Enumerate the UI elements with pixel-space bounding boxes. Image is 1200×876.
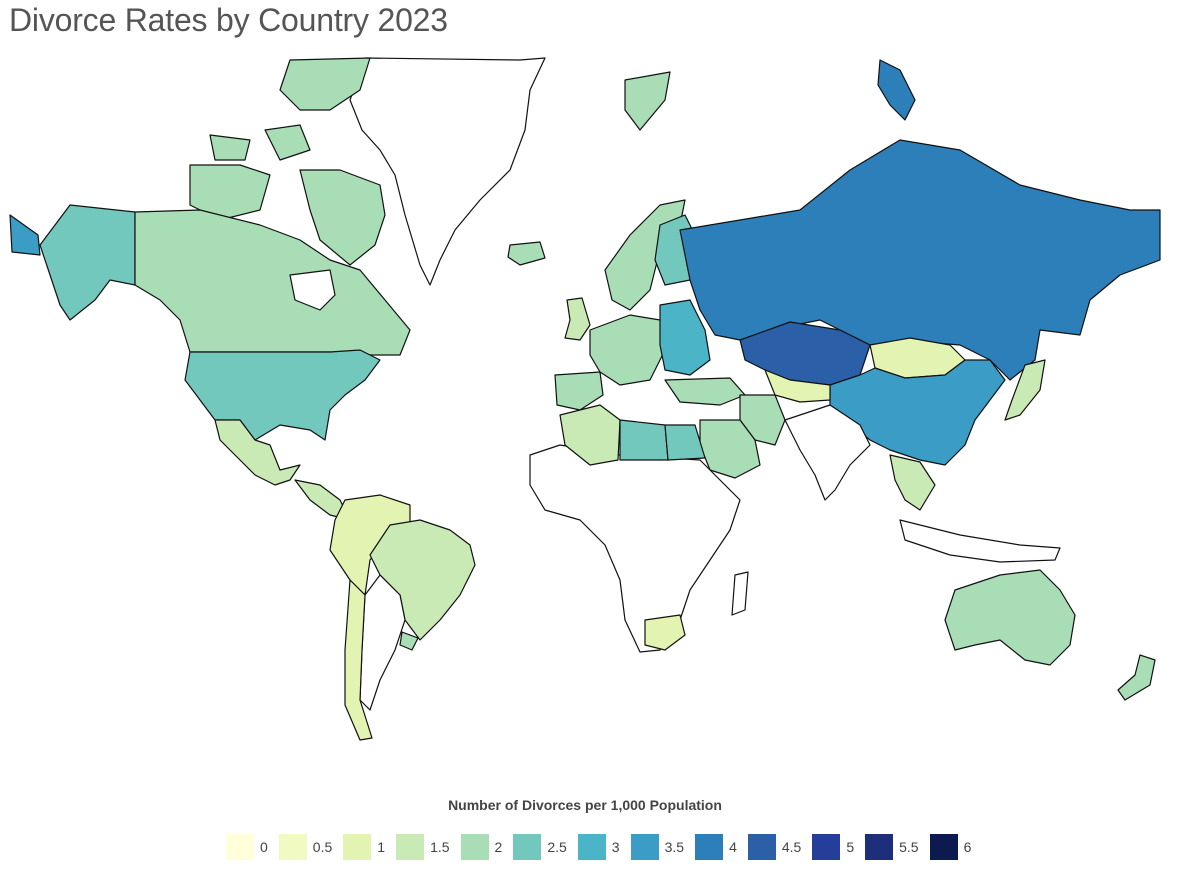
legend-label: 2 [494,839,503,855]
map-region-greenland[interactable] [349,57,546,286]
map-region-canada-arctic-4[interactable] [209,134,251,161]
legend-swatch [343,834,372,860]
legend-item: 0.5 [278,834,343,860]
map-region-iberia[interactable] [554,371,604,411]
legend-item: 3.5 [630,834,695,860]
legend-item: 3 [577,834,631,860]
map-region-canada-arctic[interactable] [279,57,371,111]
map-region-japan[interactable] [1004,359,1046,421]
map-region-andean[interactable] [329,494,411,596]
map-region-australia[interactable] [944,569,1076,666]
map-region-southeast-asia[interactable] [889,454,936,511]
map-region-south-asia[interactable] [784,404,871,501]
map-region-africa-other[interactable] [529,444,741,653]
legend-item: 1.5 [396,834,460,860]
legend-label: 1 [377,839,386,855]
map-region-russia-north-island[interactable] [877,59,916,121]
map-region-egypt[interactable] [664,424,706,461]
map-region-south-america-other[interactable] [359,574,406,711]
map-region-indonesia[interactable] [899,519,1061,563]
map-region-united-states[interactable] [184,349,381,441]
map-region-canada[interactable] [134,209,411,356]
legend-label: 5.5 [899,839,919,855]
map-region-hudson-bay [289,269,336,311]
legend-label: 5 [846,839,855,855]
legend-item: 4.5 [747,834,812,860]
legend-item: 4 [695,834,748,860]
legend-label: 3.5 [664,839,685,855]
legend-item: 5 [812,834,865,860]
legend-title: Number of Divorces per 1,000 Population [448,797,722,813]
map-region-western-europe[interactable] [589,314,666,386]
map-region-canada-arctic-3[interactable] [189,164,271,221]
map-region-alaska-west[interactable] [9,214,41,256]
legend-swatch [460,834,489,860]
map-region-canada-arctic-2[interactable] [299,169,386,266]
color-legend: 0 0.5 1 1.5 2 2.5 3 3.5 4 4.5 5 5.5 6 [226,833,982,861]
world-map [0,50,1200,750]
legend-label: 2.5 [547,839,567,855]
legend-swatch [695,834,724,860]
map-region-algeria[interactable] [559,404,621,466]
legend-swatch [865,834,894,860]
legend-swatch [278,834,307,860]
map-region-eastern-europe[interactable] [659,299,711,376]
map-region-mexico[interactable] [214,419,301,486]
chart-title: Divorce Rates by Country 2023 [9,2,448,38]
legend-label: 1.5 [430,839,450,855]
legend-swatch [812,834,841,860]
legend-swatch [929,834,958,860]
legend-item: 2 [460,834,514,860]
map-region-madagascar[interactable] [731,571,749,616]
map-region-svalbard[interactable] [624,71,671,131]
map-region-alaska[interactable] [39,204,136,321]
legend-item: 5.5 [865,834,929,860]
legend-item: 0 [226,834,279,860]
legend-swatch [396,834,425,860]
map-region-turkey[interactable] [664,377,746,406]
legend-label: 4.5 [781,839,802,855]
legend-label: 6 [963,839,972,855]
legend-label: 0.5 [312,839,333,855]
world-map-svg [9,57,1161,741]
legend-item: 2.5 [513,834,577,860]
map-region-canada-arctic-5[interactable] [264,124,311,161]
map-region-chile[interactable] [344,579,373,741]
legend-swatch [747,834,776,860]
map-region-uruguay[interactable] [399,631,419,651]
legend-item: 6 [929,834,983,860]
legend-swatch [630,834,659,860]
legend-label: 0 [260,839,268,855]
legend-swatch [577,834,606,860]
map-region-iceland[interactable] [507,241,546,266]
legend-swatch [226,834,254,860]
map-region-new-zealand[interactable] [1117,654,1156,701]
map-region-united-kingdom[interactable] [564,297,591,341]
legend-item: 1 [343,834,396,860]
legend-swatch [513,834,542,860]
map-region-libya[interactable] [619,419,669,461]
legend-label: 3 [611,839,620,855]
map-region-south-africa[interactable] [644,614,686,651]
legend-label: 4 [729,839,737,855]
